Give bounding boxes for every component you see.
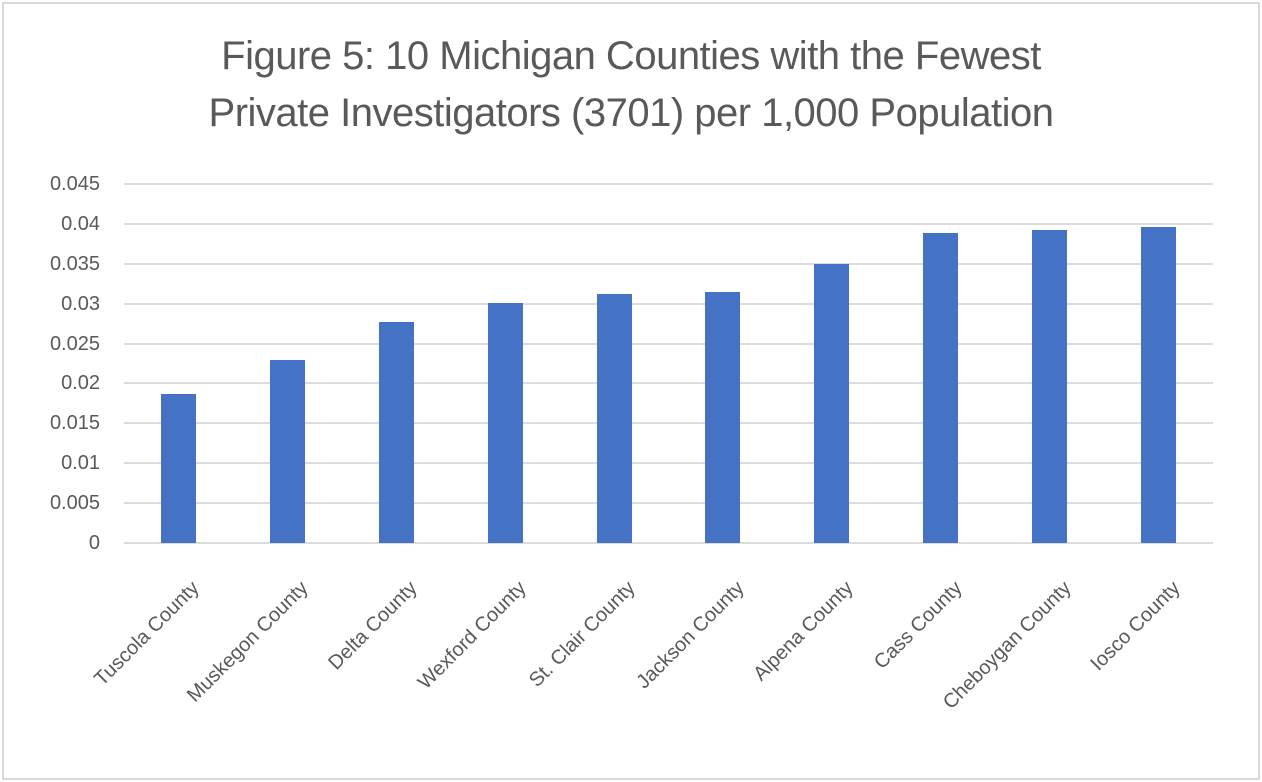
y-axis-label-0.02: 0.02 xyxy=(61,372,100,395)
bar-tuscola-county xyxy=(160,393,196,543)
plot-area xyxy=(124,183,1213,544)
bar-alpena-county xyxy=(814,263,850,543)
y-axis-label-0.025: 0.025 xyxy=(49,332,100,355)
gridline-0.03 xyxy=(124,302,1213,305)
bar-iosco-county xyxy=(1141,227,1177,543)
bar-wexford-county xyxy=(487,302,523,543)
gridline-0.02 xyxy=(124,382,1213,385)
x-axis-label-tuscola-county: Tuscola County xyxy=(90,577,205,691)
gridline-0.045 xyxy=(124,183,1213,185)
y-axis-label-0.015: 0.015 xyxy=(49,412,100,435)
gridline-0.015 xyxy=(124,422,1213,425)
bar-muskegon-county xyxy=(269,359,305,543)
bar-cheboygan-county xyxy=(1032,230,1068,543)
chart-title-line-1: Figure 5: 10 Michigan Counties with the … xyxy=(221,34,1041,78)
y-axis-label-0: 0 xyxy=(88,532,100,554)
chart-title: Figure 5: 10 Michigan Counties with the … xyxy=(0,28,1262,142)
bar-st-clair-county xyxy=(596,294,632,543)
chart-title-line-2: Private Investigators (3701) per 1,000 P… xyxy=(208,91,1054,135)
y-axis-label-0.04: 0.04 xyxy=(61,212,100,235)
bar-jackson-county xyxy=(705,291,741,543)
bar-cass-county xyxy=(923,232,959,543)
gridline-0.025 xyxy=(124,342,1213,345)
y-axis-label-0.045: 0.045 xyxy=(49,173,100,195)
gridline-0.035 xyxy=(124,262,1213,265)
gridline-0.005 xyxy=(124,502,1213,505)
y-axis-label-0.005: 0.005 xyxy=(49,492,100,515)
bar-delta-county xyxy=(378,322,414,543)
gridline-0.04 xyxy=(124,222,1213,225)
gridline-0.01 xyxy=(124,462,1213,465)
gridline-0 xyxy=(124,542,1213,544)
y-axis-label-0.03: 0.03 xyxy=(61,292,100,315)
y-axis-label-0.035: 0.035 xyxy=(49,252,100,275)
y-axis-label-0.01: 0.01 xyxy=(61,452,100,475)
